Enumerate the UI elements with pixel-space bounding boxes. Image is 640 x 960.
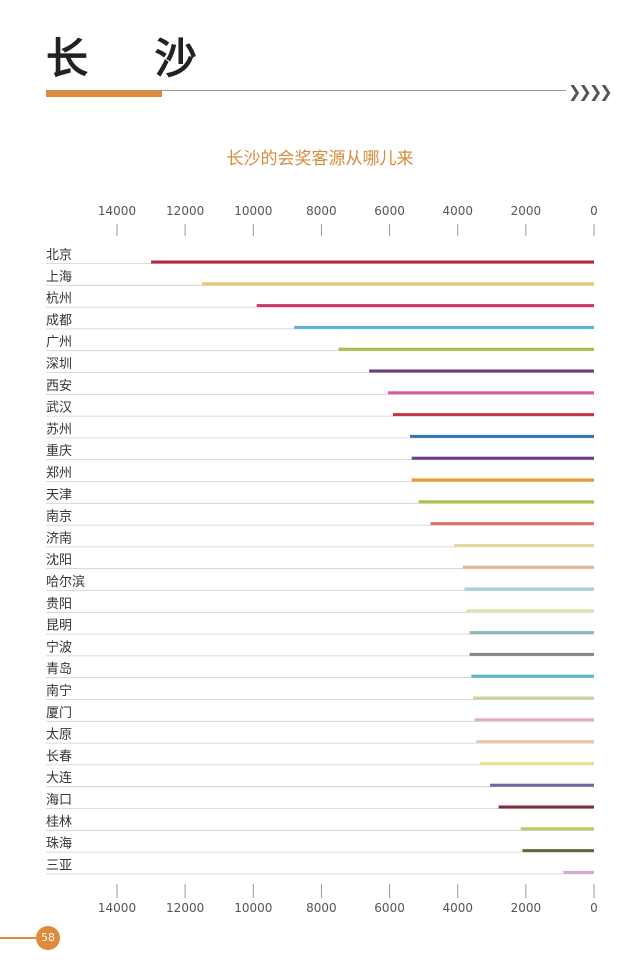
category-label: 太原 (46, 728, 72, 743)
bar (462, 565, 594, 569)
category-label: 南宁 (46, 683, 72, 699)
category-label: 武汉 (46, 401, 72, 416)
title-rule (46, 90, 566, 91)
x-tick-label-bottom: 6000 (374, 901, 405, 915)
x-tick-label-bottom: 12000 (166, 901, 204, 915)
bar (473, 696, 594, 700)
page-number-line (0, 937, 36, 939)
bar (369, 369, 594, 373)
bar (490, 783, 594, 787)
x-tick-label-top: 0 (590, 204, 598, 218)
category-label: 苏州 (46, 421, 72, 437)
bar (563, 870, 594, 874)
bar (520, 827, 594, 831)
category-label: 深圳 (46, 357, 72, 372)
page-number: 58 (36, 926, 60, 950)
category-label: 海口 (46, 793, 72, 808)
x-tick-label-top: 12000 (166, 204, 204, 218)
title-accent-bar (46, 91, 162, 97)
bar (430, 522, 594, 526)
bar (479, 761, 594, 765)
x-tick-label-bottom: 4000 (442, 901, 473, 915)
x-tick-label-bottom: 8000 (306, 901, 337, 915)
x-tick-label-top: 8000 (306, 204, 337, 218)
category-label: 青岛 (46, 661, 72, 677)
bar (522, 849, 594, 853)
bar (471, 674, 594, 678)
category-label: 宁波 (46, 639, 72, 655)
x-tick-label-top: 6000 (374, 204, 405, 218)
bar (387, 391, 594, 395)
bar (256, 304, 594, 308)
bar (498, 805, 594, 809)
category-label: 贵阳 (46, 597, 72, 612)
category-label: 西安 (46, 379, 72, 394)
category-label: 三亚 (46, 858, 72, 873)
x-tick-label-bottom: 0 (590, 901, 598, 915)
bar (392, 413, 594, 417)
bar (411, 478, 594, 482)
category-label: 厦门 (46, 706, 72, 721)
x-tick-label-top: 4000 (442, 204, 473, 218)
page-title: 长 沙 (46, 34, 223, 83)
bar (294, 325, 594, 329)
bar (476, 740, 594, 744)
bar (454, 543, 594, 547)
chart-title: 长沙的会奖客源从哪儿来 (226, 149, 414, 169)
x-tick-label-bottom: 10000 (234, 901, 272, 915)
category-label: 沈阳 (46, 553, 72, 568)
x-tick-label-top: 2000 (511, 204, 542, 218)
bar (469, 631, 594, 635)
category-label: 珠海 (46, 837, 72, 852)
category-label: 长春 (46, 749, 72, 764)
category-label: 重庆 (46, 443, 72, 459)
bar (474, 718, 594, 722)
category-label: 上海 (46, 270, 72, 285)
category-label: 天津 (46, 488, 72, 503)
x-tick-label-top: 10000 (234, 204, 272, 218)
x-tick-label-bottom: 2000 (511, 901, 542, 915)
bar (411, 456, 594, 460)
bar (418, 500, 594, 504)
bar (338, 347, 594, 351)
category-label: 南京 (46, 509, 72, 525)
category-label: 哈尔滨 (46, 574, 85, 590)
category-label: 成都 (46, 313, 72, 328)
chevrons-icon: ❯❯❯❯ (568, 82, 613, 101)
bar (202, 282, 594, 286)
bar (410, 434, 594, 438)
bar (464, 587, 594, 591)
bar (466, 609, 594, 613)
x-tick-label-bottom: 14000 (98, 901, 136, 915)
category-label: 广州 (46, 335, 72, 350)
bar (469, 652, 594, 656)
category-label: 济南 (46, 530, 72, 546)
category-label: 桂林 (46, 815, 72, 830)
category-label: 北京 (46, 248, 72, 263)
category-label: 大连 (46, 770, 72, 786)
bar (151, 260, 595, 264)
category-label: 昆明 (46, 619, 72, 634)
category-label: 杭州 (46, 292, 72, 307)
category-label: 郑州 (46, 466, 72, 481)
x-tick-label-top: 14000 (98, 204, 136, 218)
